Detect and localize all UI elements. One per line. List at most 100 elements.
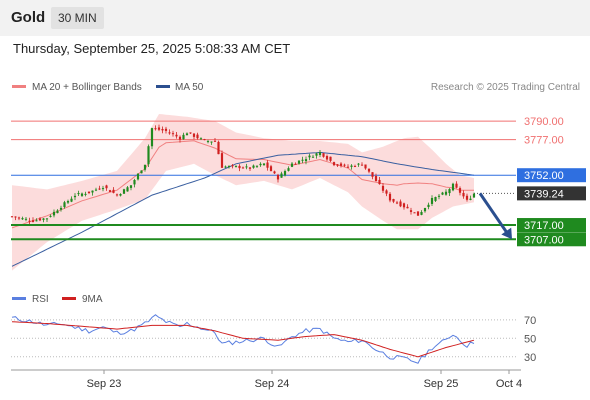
candle-body [276, 174, 280, 180]
candle-body [269, 166, 273, 172]
candle-body [364, 164, 367, 169]
candle-body [192, 133, 196, 137]
candle-body [322, 153, 325, 157]
level-label-2: 3752.00 [524, 170, 564, 182]
candle-body [164, 128, 168, 131]
candle-body [290, 163, 294, 167]
level-tag-5 [517, 232, 586, 247]
candle-body [255, 165, 259, 167]
projection-arrow-head [501, 227, 512, 240]
candle-body [52, 211, 56, 216]
candle-body [378, 179, 381, 185]
legend-swatch-rsi [12, 297, 26, 300]
candle-body [182, 134, 185, 140]
legend-swatch-ma20 [12, 85, 26, 88]
candle-body [31, 220, 35, 222]
candle-body [196, 134, 199, 139]
candle-body [38, 218, 42, 221]
candle-body [332, 162, 336, 166]
candle-body [280, 173, 283, 178]
candle-body [248, 167, 252, 169]
candle-body [371, 172, 374, 177]
x-axis: Sep 23 Sep 24 Sep 25 Oct 4 [87, 370, 522, 390]
candle-body [458, 188, 462, 193]
candle-body [416, 211, 420, 216]
candle-body [434, 196, 437, 201]
candle-body [70, 198, 73, 202]
legend: MA 20 + Bollinger Bands MA 50 Research ©… [12, 82, 580, 93]
level-label-5: 3707.00 [524, 234, 564, 246]
candle-body [24, 218, 28, 220]
candle-body [161, 129, 164, 131]
level-tag-2 [517, 168, 586, 183]
candle-body [49, 215, 52, 217]
candle-body [367, 168, 371, 172]
timestamp: Thursday, September 25, 2025 5:08:33 AM … [13, 41, 291, 56]
candle-body [28, 220, 31, 222]
candle-body [241, 167, 245, 169]
candle-body [157, 127, 161, 130]
candle-body [392, 199, 395, 202]
candle-body [399, 201, 402, 207]
candle-body [455, 183, 458, 188]
rsi-tick-50: 50 [524, 333, 536, 345]
level-label-0: 3790.00 [524, 116, 564, 128]
candle-body [448, 189, 451, 194]
candle-body [395, 202, 399, 204]
candle-body [203, 139, 206, 141]
candle-body [168, 132, 171, 134]
x-tick-label-3: Oct 4 [496, 378, 522, 390]
candle-body [45, 218, 49, 220]
candle-body [189, 132, 192, 134]
candle-body [262, 163, 266, 166]
candle-body [115, 194, 119, 196]
candle-body [273, 171, 276, 174]
candle-body [420, 212, 423, 215]
candle-body [35, 220, 38, 222]
candle-body [336, 164, 339, 166]
legend-label-ma20: MA 20 + Bollinger Bands [32, 82, 142, 93]
candle-body [413, 212, 416, 214]
candle-body [245, 166, 248, 168]
candle-body [462, 192, 465, 197]
candle-body [329, 156, 332, 161]
candle-body [388, 193, 392, 201]
candle-body [301, 159, 304, 161]
candle-body [56, 210, 59, 214]
candle-body [84, 193, 87, 195]
candle-body [108, 190, 112, 192]
candle-body [406, 206, 409, 209]
candle-body [423, 208, 427, 212]
legend-label-ma50: MA 50 [175, 82, 204, 93]
candle-body [98, 188, 101, 190]
candle-body [199, 138, 203, 140]
candle-body [206, 141, 210, 143]
candle-body [308, 155, 311, 158]
candle-body [101, 188, 105, 190]
candle-body [178, 136, 182, 140]
candle-body [444, 191, 448, 195]
candle-body [350, 165, 353, 167]
legend-swatch-ma50 [156, 85, 170, 88]
legend-label-rsi: RSI [32, 294, 49, 305]
candle-body [234, 165, 238, 167]
ma20-line [11, 140, 474, 229]
candle-body [147, 146, 150, 165]
timeframe-badge[interactable]: 30 MIN [51, 7, 104, 29]
candle-body [213, 140, 217, 142]
candle-body [472, 193, 476, 198]
rsi-tick-70: 70 [524, 315, 536, 327]
ma50-line [11, 151, 475, 267]
candle-body [402, 203, 406, 208]
header-bar: Gold 30 MIN [0, 0, 590, 36]
candle-body [339, 163, 343, 166]
candle-body [210, 141, 213, 143]
rsi-plot: 70 50 30 [11, 314, 536, 364]
candle-body [112, 189, 115, 193]
candle-body [126, 187, 129, 192]
candle-body [119, 194, 122, 196]
main-plot: 3790.00 3777.00 3752.00 3739.24 3717.00 3707.… [10, 114, 586, 271]
level-label-4: 3717.00 [524, 220, 564, 232]
candle-body [10, 216, 14, 218]
